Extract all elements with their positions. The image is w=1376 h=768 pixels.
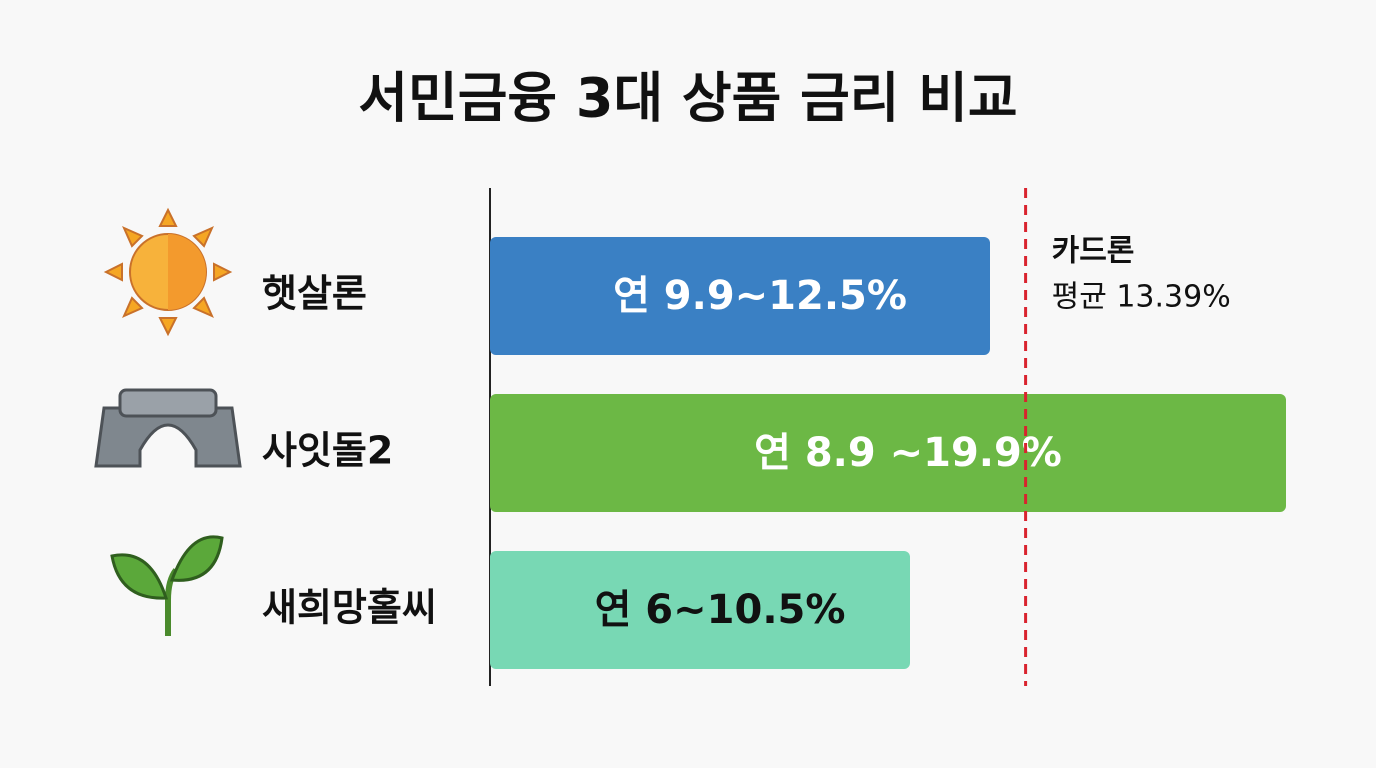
bar [490, 237, 990, 355]
chart-title: 서민금융 3대 상품 금리 비교 [358, 67, 1017, 130]
category-label: 사잇돌2 [262, 429, 393, 473]
plot: 햇살론 연 9.9~12.5% 사잇돌2 연 8.9 ~19.9% 새희망홀씨 연 6~1… [262, 188, 1286, 686]
category-label: 햇살론 [262, 272, 367, 316]
reference-label: 카드론 [1052, 234, 1135, 269]
bar [490, 551, 910, 669]
reference-label: 평균 13.39% [1052, 280, 1231, 315]
sprout-icon [110, 535, 224, 636]
bar-label: 연 6~10.5% [595, 587, 846, 633]
bridge-icon [94, 388, 242, 468]
category-label: 새희망홀씨 [262, 586, 437, 630]
bar-label: 연 8.9 ~19.9% [754, 430, 1062, 476]
bar-label: 연 9.9~12.5% [613, 273, 907, 319]
bar [490, 394, 1286, 512]
sun-icon [103, 207, 233, 337]
